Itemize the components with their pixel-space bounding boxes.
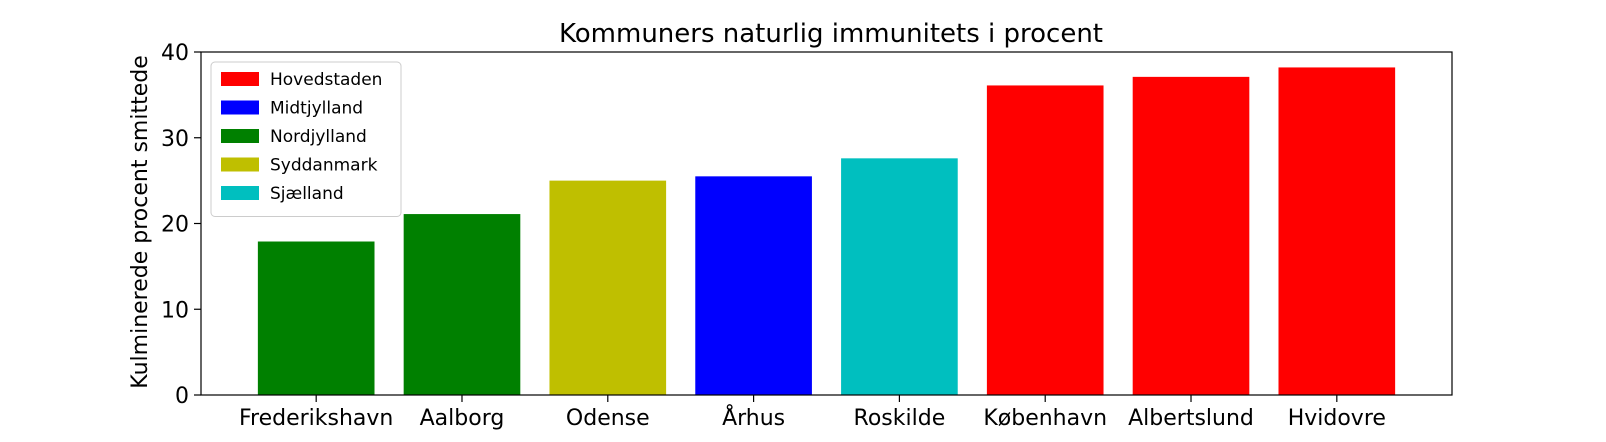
y-tick-label: 20 [161, 213, 189, 238]
x-tick-label: Albertslund [1128, 406, 1254, 431]
legend-swatch [221, 186, 259, 200]
bar-aalborg [403, 214, 521, 395]
bars-group [257, 67, 1396, 396]
y-tick-label: 0 [175, 384, 189, 409]
legend-label: Nordjylland [270, 127, 367, 147]
bar-odense [549, 180, 667, 395]
legend-swatch [221, 72, 259, 86]
legend-swatch [221, 129, 259, 143]
x-tick-label: Århus [722, 404, 785, 431]
bar-albertslund [1132, 76, 1250, 396]
y-axis-label: Kulminerede procent smittede [128, 55, 153, 388]
legend-swatch [221, 100, 259, 115]
legend-label: Hovedstaden [270, 70, 382, 90]
legend-label: Sjælland [270, 184, 344, 204]
plot-frame [200, 51, 1453, 396]
y-tick-label: 40 [161, 41, 189, 66]
bar-københavn [986, 85, 1104, 395]
bar-århus [695, 176, 812, 395]
bar-roskilde [841, 158, 958, 395]
bar-frederikshavn [257, 241, 375, 395]
y-tick-label: 30 [161, 127, 189, 152]
legend-label: Midtjylland [270, 99, 363, 119]
x-axis: Frederikshavn Aalborg Odense Århus Roskilde K… [239, 395, 1386, 431]
legend-label: Syddanmark [270, 156, 378, 176]
y-axis: 0 10 20 30 40 [161, 41, 201, 409]
x-tick-label: Frederikshavn [239, 406, 393, 431]
x-tick-label: Aalborg [420, 406, 505, 431]
y-tick-label: 10 [161, 298, 189, 323]
x-tick-label: København [983, 406, 1107, 431]
bar-hvidovre [1278, 67, 1396, 395]
legend-swatch [221, 157, 259, 172]
x-tick-label: Hvidovre [1288, 406, 1386, 431]
x-tick-label: Odense [566, 406, 650, 431]
x-tick-label: Roskilde [854, 406, 946, 431]
chart-title: Kommuners naturlig immunitets i procent [559, 19, 1103, 49]
legend: Hovedstaden Midtjylland Nordjylland Syddanm… [210, 61, 402, 217]
